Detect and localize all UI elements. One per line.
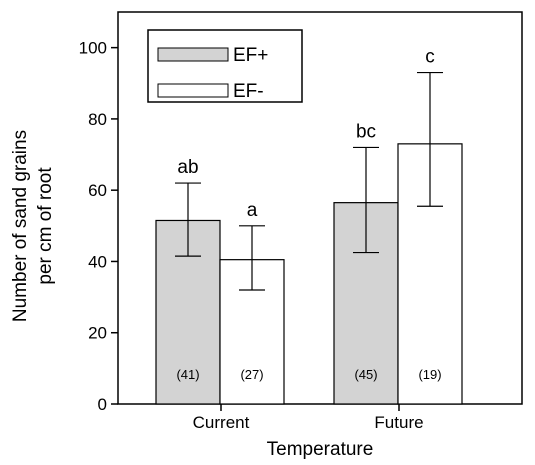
x-axis-title: Temperature xyxy=(267,439,374,460)
y-tick-label-60: 60 xyxy=(88,181,107,200)
sample-size-label-ef-plus-current: (41) xyxy=(176,367,199,382)
legend-swatch-ef-minus xyxy=(157,83,229,98)
legend-label-ef-plus: EF+ xyxy=(233,45,268,66)
chart-marks: ab (41) bc (45) a (27) c (19) xyxy=(155,47,463,405)
y-tick-label-20: 20 xyxy=(88,324,107,343)
legend-label-ef-minus: EF- xyxy=(233,81,264,102)
x-tick-label-current: Current xyxy=(193,413,250,432)
y-axis-title-line-1: Number of sand grains xyxy=(10,130,31,322)
significance-label-ef-minus-future: c xyxy=(425,47,435,68)
y-axis-title: Number of sand grains per cm of root xyxy=(10,130,56,322)
y-axis-title-line-2: per cm of root xyxy=(35,167,56,285)
significance-label-ef-plus-current: ab xyxy=(177,157,198,178)
y-tick-label-100: 100 xyxy=(79,39,107,58)
significance-label-ef-minus-current: a xyxy=(247,200,258,221)
sample-size-label-ef-plus-future: (45) xyxy=(354,367,377,382)
sample-size-label-ef-minus-future: (19) xyxy=(418,367,441,382)
axes: 0 20 40 60 80 100 Current Future xyxy=(79,39,424,432)
y-tick-label-80: 80 xyxy=(88,110,107,129)
y-tick-label-40: 40 xyxy=(88,252,107,271)
legend-swatch-ef-plus xyxy=(157,47,229,62)
sample-size-label-ef-minus-current: (27) xyxy=(240,367,263,382)
y-tick-label-0: 0 xyxy=(98,395,107,414)
significance-label-ef-plus-future: bc xyxy=(356,121,376,142)
x-tick-label-future: Future xyxy=(374,413,423,432)
legend: EF+ EF- xyxy=(147,29,303,103)
plot-area-frame xyxy=(117,11,523,405)
